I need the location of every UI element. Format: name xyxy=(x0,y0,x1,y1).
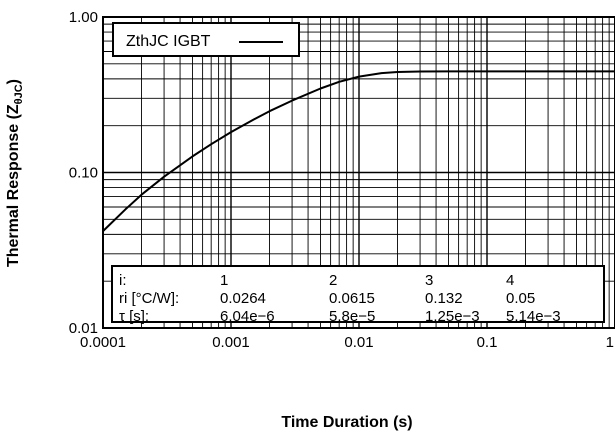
parameter-table: i: 1 2 3 4 ri [°C/W]: 0.0264 0.0615 0.132 0.05 τ [… xyxy=(111,265,605,325)
legend-box xyxy=(112,22,300,57)
table-cell: 0.0615 xyxy=(329,290,375,307)
table-cell: 4 xyxy=(506,272,514,289)
table-cell: 2 xyxy=(329,272,337,289)
table-cell: 1 xyxy=(220,272,228,289)
tick-labels: 0.0001 0.001 0.01 0.1 1 0.01 0.10 1.00 xyxy=(69,9,614,351)
table-cell: i: xyxy=(119,272,127,289)
table-cell: 6.04e−6 xyxy=(220,308,275,325)
series-line xyxy=(102,70,615,232)
table-cell: ri [°C/W]: xyxy=(119,290,179,307)
table-cell: 5.14e−3 xyxy=(506,308,561,325)
y-axis-title-subscript: θJC xyxy=(13,84,25,104)
plot-frame xyxy=(102,16,615,329)
table-box xyxy=(111,265,605,323)
table-cell: 3 xyxy=(425,272,433,289)
y-tick-label: 0.10 xyxy=(69,165,98,182)
x-tick-label: 1 xyxy=(606,334,614,351)
x-tick-label: 0.0001 xyxy=(80,334,126,351)
x-tick-label: 0.1 xyxy=(477,334,498,351)
y-axis-title-main: Thermal Response (Z xyxy=(5,104,22,267)
y-axis-title: Thermal Response (ZθJC) xyxy=(5,79,25,267)
y-tick-label: 0.01 xyxy=(69,320,98,337)
x-tick-label: 0.001 xyxy=(212,334,250,351)
table-cell: 0.132 xyxy=(425,290,463,307)
series-layer xyxy=(102,70,615,232)
table-cell: 5.8e−5 xyxy=(329,308,375,325)
table-cell: 1.25e−3 xyxy=(425,308,480,325)
legend: ZthJC IGBT xyxy=(112,22,300,57)
table-cell: τ [s]: xyxy=(119,308,149,325)
y-tick-label: 1.00 xyxy=(69,9,98,26)
legend-label: ZthJC IGBT xyxy=(126,33,211,50)
table-cell: 0.05 xyxy=(506,290,535,307)
y-axis-title-close: ) xyxy=(5,79,22,84)
x-axis-title: Time Duration (s) xyxy=(281,414,412,431)
x-tick-label: 0.01 xyxy=(344,334,373,351)
table-cell: 0.0264 xyxy=(220,290,266,307)
